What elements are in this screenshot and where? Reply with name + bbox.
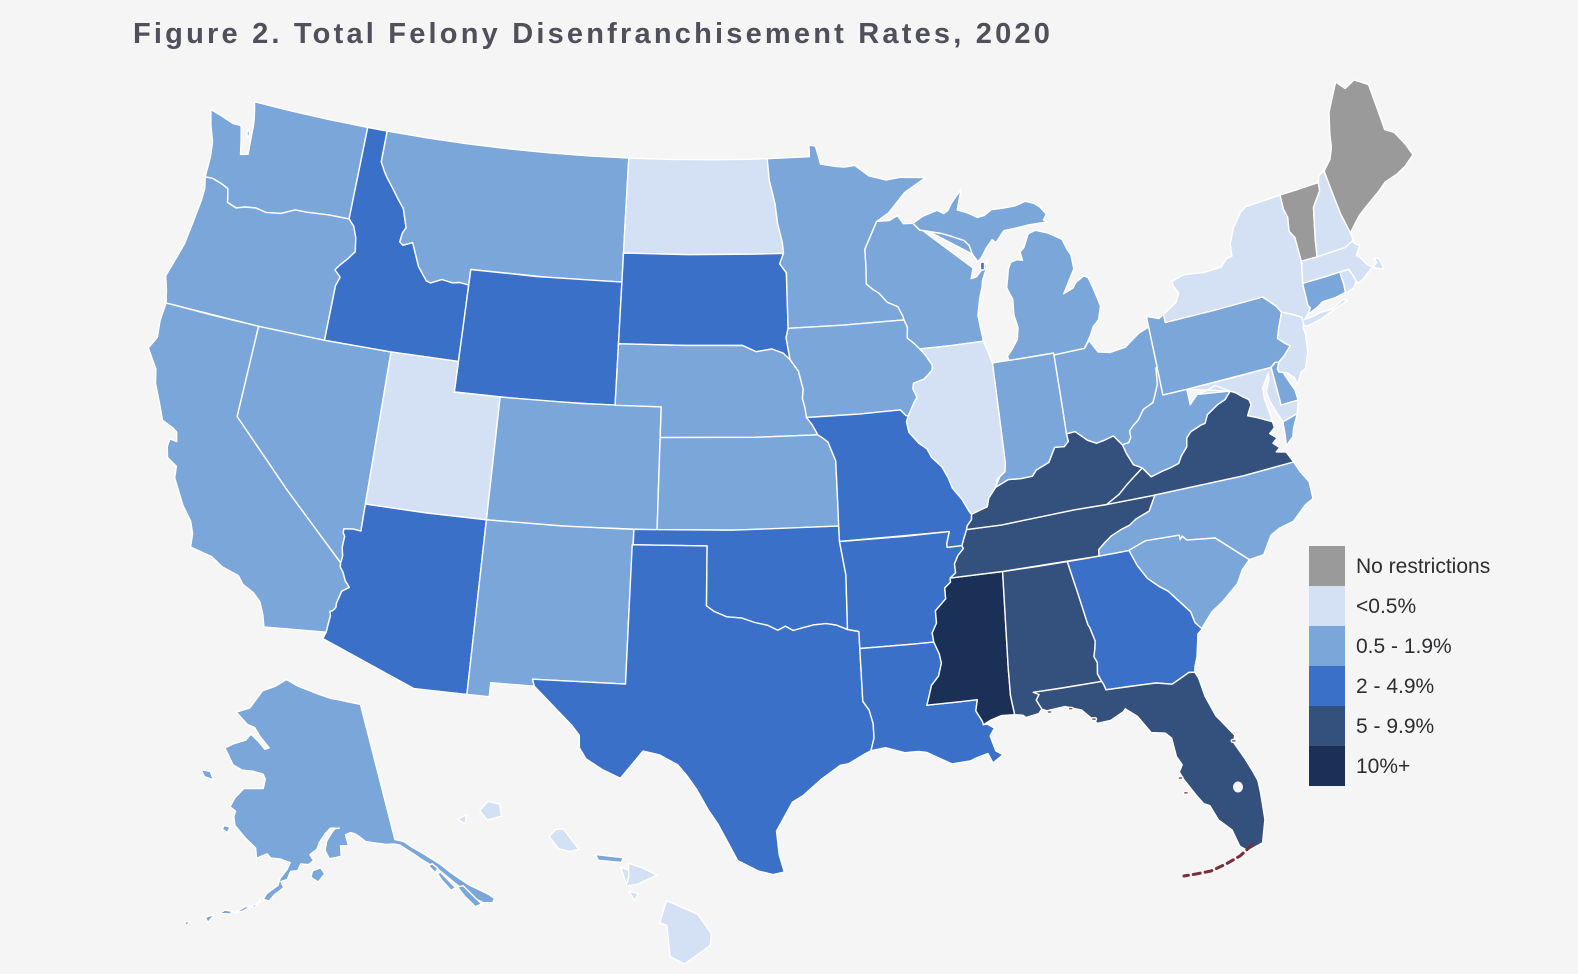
svg-text:0.5 - 1.9%: 0.5 - 1.9%	[1356, 635, 1452, 658]
svg-text:No restrictions: No restrictions	[1356, 555, 1490, 578]
svg-text:<0.5%: <0.5%	[1356, 595, 1416, 618]
svg-text:10%+: 10%+	[1356, 755, 1410, 778]
svg-text:5 - 9.9%: 5 - 9.9%	[1356, 715, 1434, 738]
svg-text:2 - 4.9%: 2 - 4.9%	[1356, 675, 1434, 698]
